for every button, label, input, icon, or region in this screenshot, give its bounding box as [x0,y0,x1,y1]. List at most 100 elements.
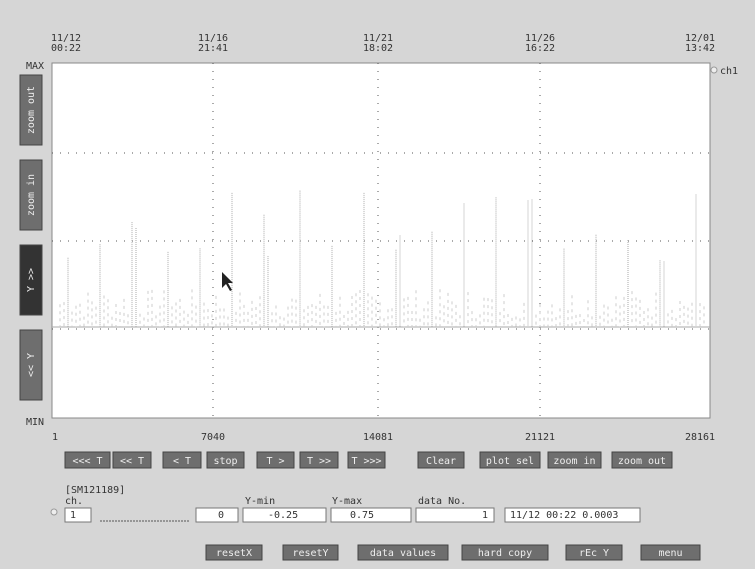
grid [52,63,710,418]
button-label: T >> [307,456,331,467]
control-button[interactable]: Clear [417,451,465,469]
y-max-label: MAX [26,61,44,72]
ymin-value: -0.25 [268,510,298,521]
offset-box[interactable] [195,507,239,523]
button-label: <<< T [72,456,102,467]
ymin-box[interactable] [242,507,327,523]
button-face [547,451,602,469]
ch-value: 1 [70,510,76,521]
button-face [357,544,449,561]
control-button[interactable]: plot sel [479,451,541,469]
button-face [206,451,245,469]
ymax-box[interactable] [330,507,412,523]
bottom-button[interactable]: resetY [282,544,339,561]
time-label-time: 21:41 [198,43,228,54]
button-label: Clear [426,456,456,467]
button-label: << Y [26,353,37,377]
time-label-date: 11/12 [51,33,81,44]
button-face [112,451,152,469]
button-face [640,544,701,561]
button-face [565,544,623,561]
button-face [282,544,339,561]
control-button[interactable]: stop [206,451,245,469]
control-button[interactable]: T > [256,451,295,469]
button-label: << T [120,456,144,467]
time-label-date: 12/01 [685,33,715,44]
bottom-button[interactable]: rEc Y [565,544,623,561]
side-button[interactable]: zoom in [19,159,43,231]
control-button[interactable]: zoom out [611,451,673,469]
bottom-button[interactable]: data values [357,544,449,561]
waveform [59,190,705,327]
time-label-time: 13:42 [685,43,715,54]
readout: 11/12 00:22 0.0003 [510,510,618,521]
button-label: < T [173,456,191,467]
sample-label: 14081 [363,432,393,443]
button-label: plot sel [486,456,534,467]
button-face [205,544,263,561]
button-label: resetX [216,548,252,559]
button-face [611,451,673,469]
button-face [19,244,43,316]
control-button[interactable]: << T [112,451,152,469]
time-label-date: 11/26 [525,33,555,44]
button-face [19,329,43,401]
readout-box [504,507,641,523]
button-label: T >>> [351,456,381,467]
button-face [479,451,541,469]
button-face [19,159,43,231]
mouse-cursor [222,272,233,291]
sample-label: 1 [52,432,58,443]
control-button[interactable]: T >>> [347,451,386,469]
control-button[interactable]: zoom in [547,451,602,469]
control-button[interactable]: < T [162,451,202,469]
channel-marker [710,66,718,74]
button-face [256,451,295,469]
button-label: Y >> [26,268,37,292]
button-label: resetY [292,548,328,559]
data-no-value: 1 [482,510,488,521]
button-label: rEc Y [579,548,609,559]
side-button[interactable]: Y >> [19,244,43,316]
side-button[interactable]: zoom out [19,74,43,146]
button-face [461,544,549,561]
time-label-date: 11/16 [198,33,228,44]
y-min-label: MIN [26,417,44,428]
button-label: zoom out [26,86,37,134]
bottom-button[interactable]: menu [640,544,701,561]
button-label: hard copy [478,548,532,559]
ymax-label: Y-max [332,496,362,507]
ymin-label: Y-min [245,496,275,507]
channel-dot [50,508,58,516]
time-label-time: 00:22 [51,43,81,54]
file-name: [SM121189] [65,485,125,496]
bottom-button[interactable]: hard copy [461,544,549,561]
button-label: zoom in [553,456,595,467]
ch-box[interactable] [64,507,92,523]
ch-label: ch. [65,496,83,507]
button-face [64,451,111,469]
button-label: zoom in [26,174,37,216]
channel-legend: ch1 [720,66,738,77]
control-button[interactable]: <<< T [64,451,111,469]
time-label-time: 18:02 [363,43,393,54]
data-no-box[interactable] [415,507,495,523]
ymax-value: 0.75 [350,510,374,521]
button-label: menu [658,548,682,559]
time-label-date: 11/21 [363,33,393,44]
time-label-time: 16:22 [525,43,555,54]
button-face [299,451,339,469]
sample-label: 28161 [685,432,715,443]
button-face [347,451,386,469]
button-face [417,451,465,469]
control-button[interactable]: T >> [299,451,339,469]
button-label: zoom out [618,456,666,467]
data-no-label: data No. [418,496,466,507]
button-label: stop [213,456,237,467]
button-face [19,74,43,146]
button-label: data values [370,548,436,559]
button-label: T > [266,456,284,467]
bottom-button[interactable]: resetX [205,544,263,561]
side-button[interactable]: << Y [19,329,43,401]
